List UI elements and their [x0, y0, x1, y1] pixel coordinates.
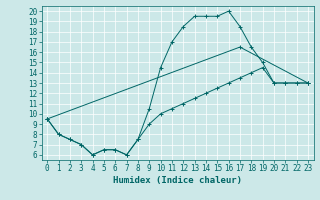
- X-axis label: Humidex (Indice chaleur): Humidex (Indice chaleur): [113, 176, 242, 185]
